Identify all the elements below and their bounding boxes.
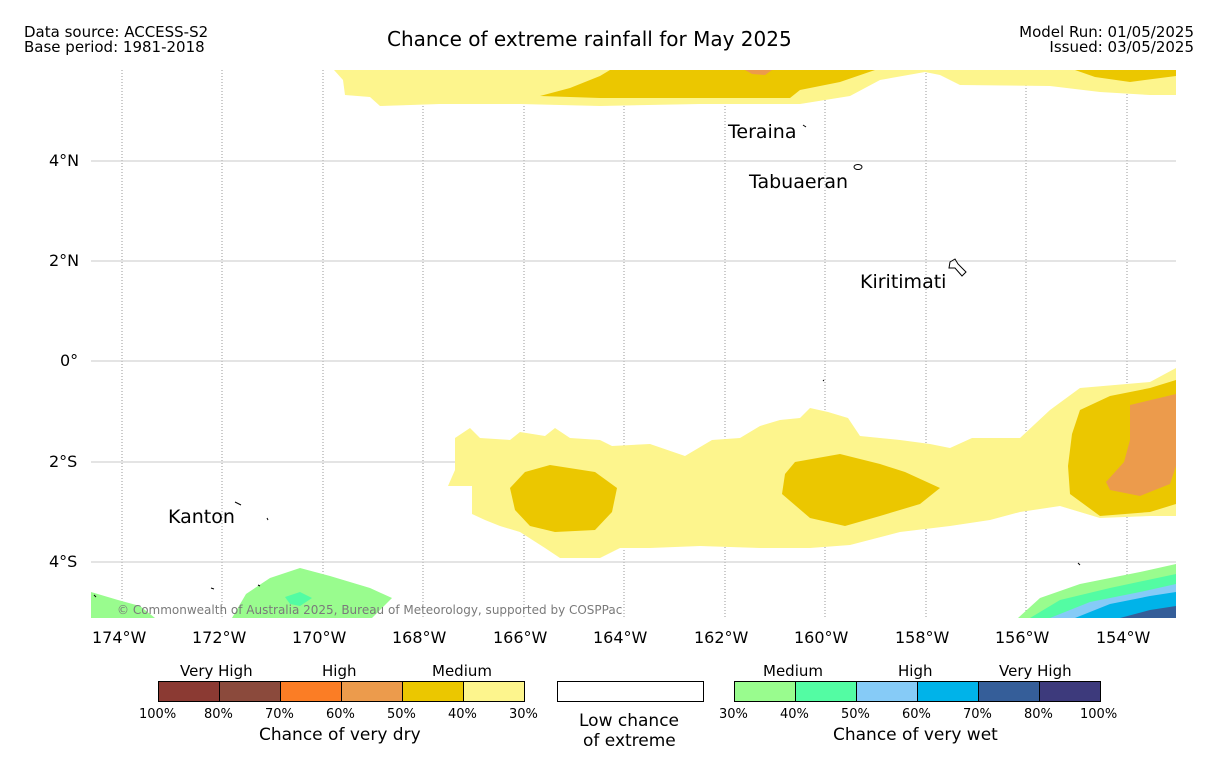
dry-pct-100: 100%	[139, 707, 177, 722]
lat-label-2n: 2°N	[49, 251, 80, 270]
wet-pct-80: 80%	[1024, 707, 1053, 722]
wet-pct-50: 50%	[841, 707, 870, 722]
neutral-swatch	[557, 681, 704, 702]
dry-pct-70: 70%	[265, 707, 294, 722]
place-label-kanton: Kanton	[168, 506, 235, 528]
wet-category-high: High	[898, 662, 933, 680]
dry-swatch-40-50	[402, 681, 464, 702]
issued-text: Issued: 03/05/2025	[1049, 38, 1194, 56]
wet-pct-70: 70%	[963, 707, 992, 722]
model-run-text: Model Run: 01/05/2025	[1019, 23, 1194, 41]
dry-swatch-60-70	[280, 681, 342, 702]
wet-category-medium: Medium	[763, 662, 823, 680]
dry-pct-60: 60%	[326, 707, 355, 722]
place-label-kiritimati: Kiritimati	[860, 271, 947, 293]
dry-swatch-30-40	[463, 681, 525, 702]
lon-label-156w: 156°W	[995, 628, 1050, 647]
dry-pct-50: 50%	[387, 707, 416, 722]
lon-label-174w: 174°W	[92, 628, 147, 647]
wet-swatch-70-80	[978, 681, 1040, 702]
lon-label-162w: 162°W	[694, 628, 749, 647]
lat-label-4s: 4°S	[49, 552, 78, 571]
lon-label-160w: 160°W	[794, 628, 849, 647]
dry-legend-caption: Chance of very dry	[259, 725, 421, 745]
neutral-caption-line2: of extreme	[583, 731, 676, 751]
lon-label-170w: 170°W	[292, 628, 347, 647]
wet-swatch-60-70	[917, 681, 979, 702]
dry-swatch-70-80	[219, 681, 281, 702]
lon-label-158w: 158°W	[895, 628, 950, 647]
lon-label-164w: 164°W	[593, 628, 648, 647]
map-title: Chance of extreme rainfall for May 2025	[387, 27, 792, 51]
wet-pct-60: 60%	[902, 707, 931, 722]
dry-pct-80: 80%	[204, 707, 233, 722]
dry-category-very-high: Very High	[180, 662, 253, 680]
wet-pct-100: 100%	[1080, 707, 1118, 722]
lon-label-168w: 168°W	[392, 628, 447, 647]
dry-40-50-central-region	[782, 454, 940, 526]
dry-swatch-80-100	[158, 681, 220, 702]
dry-40-50-top-region	[540, 70, 875, 98]
place-label-tabuaeran: Tabuaeran	[749, 171, 849, 193]
dry-swatch-50-60	[341, 681, 403, 702]
dry-50-60-top-region	[745, 70, 772, 75]
wet-swatch-40-50	[795, 681, 857, 702]
wet-pct-30: 30%	[719, 707, 748, 722]
wet-30-40-south-region	[232, 568, 392, 618]
lat-label-4n: 4°N	[49, 151, 80, 170]
dry-40-50-top-right-region	[1075, 70, 1176, 82]
lat-label-2s: 2°S	[49, 452, 78, 471]
copyright-text: © Commonwealth of Australia 2025, Bureau…	[117, 603, 623, 617]
island-outlines	[93, 124, 1081, 598]
dry-pct-40: 40%	[448, 707, 477, 722]
neutral-caption-line1: Low chance	[579, 711, 679, 731]
lon-label-166w: 166°W	[493, 628, 548, 647]
lon-label-172w: 172°W	[192, 628, 247, 647]
wet-70-80-southeast-region	[1120, 606, 1176, 618]
dry-40-50-west-region	[510, 465, 617, 532]
wet-swatch-80-100	[1039, 681, 1101, 702]
wet-category-very-high: Very High	[999, 662, 1072, 680]
dry-pct-30: 30%	[509, 707, 538, 722]
data-source-text: Data source: ACCESS-S2	[24, 23, 209, 41]
wet-swatch-30-40	[734, 681, 796, 702]
dry-50-60-east-region	[1106, 394, 1176, 496]
place-label-teraina: Teraina	[728, 121, 797, 143]
wet-pct-40: 40%	[780, 707, 809, 722]
lon-label-154w: 154°W	[1096, 628, 1151, 647]
wet-legend-caption: Chance of very wet	[833, 725, 998, 745]
dry-category-medium: Medium	[432, 662, 492, 680]
wet-30-40-southwest-region	[91, 592, 155, 618]
base-period-text: Base period: 1981-2018	[24, 38, 205, 56]
wet-40-50-south-region	[285, 592, 312, 606]
lat-label-0: 0°	[60, 351, 79, 370]
wet-swatch-50-60	[856, 681, 918, 702]
dry-category-high: High	[322, 662, 357, 680]
